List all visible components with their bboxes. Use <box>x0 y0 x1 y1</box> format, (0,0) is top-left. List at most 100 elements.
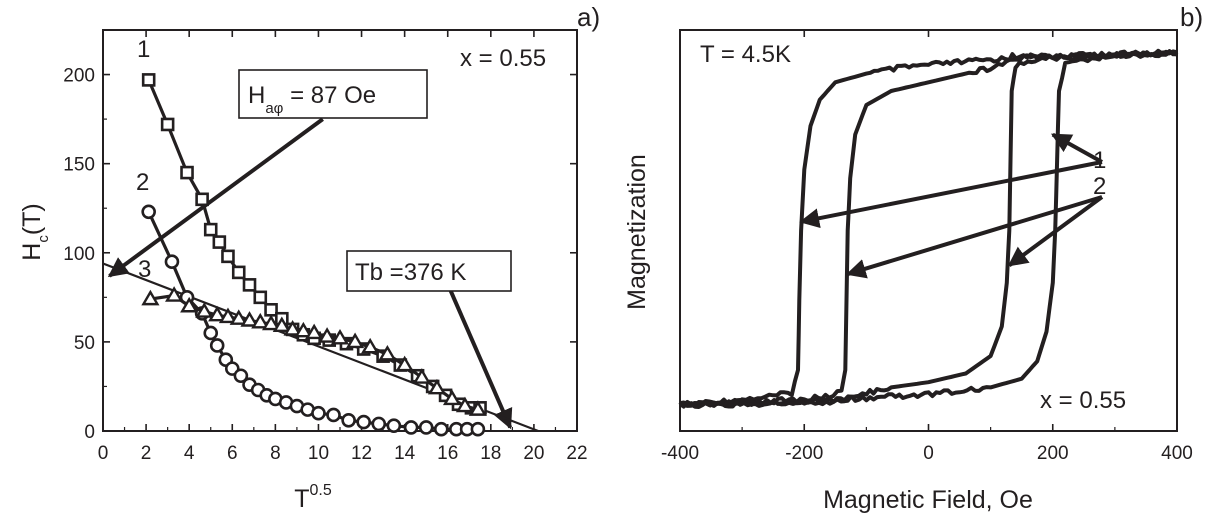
marker-a-2-19 <box>356 414 372 430</box>
marker-a-1-7 <box>231 265 246 280</box>
marker-a-2-20 <box>371 416 387 432</box>
curve-label-1-b: 1 <box>1093 147 1106 174</box>
marker-a-2-17 <box>326 407 341 423</box>
marker-a-3-2 <box>180 296 199 313</box>
marker-a-3-11 <box>283 320 302 336</box>
marker-a-1-3 <box>195 192 209 207</box>
marker-a-1-2 <box>180 165 194 180</box>
series-a-3 <box>141 286 487 416</box>
marker-a-1-10 <box>264 303 278 317</box>
series-label-2-a: 2 <box>136 169 149 196</box>
marker-a-3-16 <box>345 332 365 349</box>
x-tick-label-a-8: 16 <box>437 443 458 464</box>
marker-a-3-6 <box>229 309 248 325</box>
marker-a-3-18 <box>378 344 397 361</box>
x-tick-label-a-0: 0 <box>98 443 109 464</box>
loop-b-2-descending <box>679 49 1179 409</box>
marker-a-3-17 <box>361 337 380 354</box>
marker-a-3-15 <box>330 328 350 345</box>
marker-a-3-21 <box>427 378 447 395</box>
marker-a-2-4 <box>203 325 219 341</box>
x-tick-label-a-2: 4 <box>184 443 195 464</box>
annotation-arrows-b <box>799 132 1104 279</box>
series-label-3-a: 3 <box>138 256 151 283</box>
marker-a-3-8 <box>251 312 270 329</box>
x-tick-label-a-3: 6 <box>227 443 238 464</box>
marker-a-3-0 <box>141 289 160 306</box>
marker-a-3-4 <box>208 305 227 322</box>
x-tick-label-a-1: 2 <box>141 443 152 464</box>
y-tick-label-a-0: 0 <box>84 422 95 443</box>
ha-fit-arrow <box>107 117 324 278</box>
marker-a-3-23 <box>455 396 475 413</box>
loop-b-1 <box>678 48 1178 409</box>
marker-a-3-3 <box>195 302 214 318</box>
composition-label-b: x = 0.55 <box>1040 387 1126 414</box>
y-axis-title-a: Hc(T) <box>18 203 52 260</box>
marker-a-3-13 <box>305 323 324 340</box>
x-tick-label-a-9: 18 <box>480 443 501 464</box>
marker-a-3-20 <box>412 368 431 384</box>
y-tick-label-a-2: 100 <box>63 244 95 265</box>
series-group-b <box>678 48 1179 409</box>
y-tick-label-a-1: 50 <box>74 333 95 354</box>
marker-a-1-0 <box>141 73 156 87</box>
marker-a-3-9 <box>261 314 281 331</box>
annotation-tb-label: Tb =376 K <box>355 259 466 286</box>
annotation-ha-label: Haφ = 87 Oe <box>248 82 376 117</box>
annotation-ha-box <box>238 69 428 119</box>
x-tick-label-b-1: -200 <box>785 443 823 464</box>
series-line-a-1 <box>147 79 480 410</box>
y-tick-label-a-4: 200 <box>63 66 95 87</box>
x-axis-title-a: T0.5 <box>294 482 332 513</box>
marker-a-2-1 <box>164 254 180 269</box>
panel-label-a: a) <box>577 2 600 32</box>
marker-a-3-22 <box>442 389 462 406</box>
axis-ticks-b: -400 -200 0 200 400 <box>661 30 1193 464</box>
marker-a-3-14 <box>317 327 337 343</box>
tb-arrow <box>441 273 513 430</box>
loop-b-2 <box>679 49 1179 409</box>
arrow-b-1-0 <box>799 160 1103 229</box>
x-tick-label-a-11: 22 <box>566 443 587 464</box>
marker-a-1-9 <box>253 290 268 305</box>
marker-a-2-18 <box>341 413 356 428</box>
x-tick-label-b-3: 200 <box>1037 443 1069 464</box>
arrow-b-2-1 <box>1007 195 1104 267</box>
y-tick-label-a-3: 150 <box>63 155 95 176</box>
marker-a-2-24 <box>433 421 449 437</box>
x-tick-label-a-10: 20 <box>523 443 544 464</box>
curve-label-2-b: 2 <box>1093 173 1106 200</box>
marker-a-3-5 <box>218 307 238 324</box>
marker-a-2-27 <box>470 421 486 437</box>
marker-a-2-21 <box>386 418 402 433</box>
series-group-a <box>141 73 487 437</box>
annotation-tb-box <box>346 250 512 292</box>
panel-label-b: b) <box>1180 2 1203 32</box>
x-tick-label-b-0: -400 <box>661 443 699 464</box>
marker-a-1-6 <box>221 249 235 264</box>
plot-frame-b <box>679 29 1178 432</box>
arrow-b-1-1 <box>1051 132 1103 164</box>
marker-a-3-7 <box>240 311 259 327</box>
loop-b-1-ascending <box>678 48 1177 409</box>
loop-b-1-descending <box>679 49 1178 408</box>
arrow-b-2-0 <box>845 195 1103 279</box>
annotation-ha: Haφ = 87 Oe <box>238 69 428 119</box>
marker-a-1-4 <box>203 222 218 237</box>
marker-a-3-10 <box>272 316 291 333</box>
panel-b: b) -400 -200 0 200 400 T = 4.5K x = 0.55 1 2… <box>623 2 1203 514</box>
x-tick-label-a-7: 14 <box>394 443 416 464</box>
x-tick-label-a-6: 12 <box>351 443 372 464</box>
composition-label-a: x = 0.55 <box>460 45 546 72</box>
loop-b-2-ascending <box>679 49 1178 409</box>
marker-a-1-1 <box>160 117 175 132</box>
series-label-1-a: 1 <box>137 36 150 63</box>
series-line-a-2 <box>147 211 478 431</box>
annotation-tb: Tb =376 K <box>346 250 512 292</box>
marker-a-2-5 <box>209 338 225 353</box>
marker-a-2-0 <box>141 204 156 220</box>
marker-a-2-23 <box>418 420 434 435</box>
temperature-label-b: T = 4.5K <box>700 41 791 68</box>
